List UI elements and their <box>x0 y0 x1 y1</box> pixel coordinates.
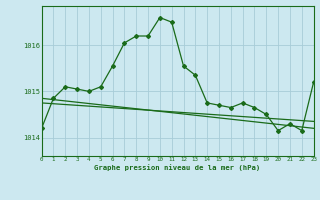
X-axis label: Graphe pression niveau de la mer (hPa): Graphe pression niveau de la mer (hPa) <box>94 164 261 171</box>
